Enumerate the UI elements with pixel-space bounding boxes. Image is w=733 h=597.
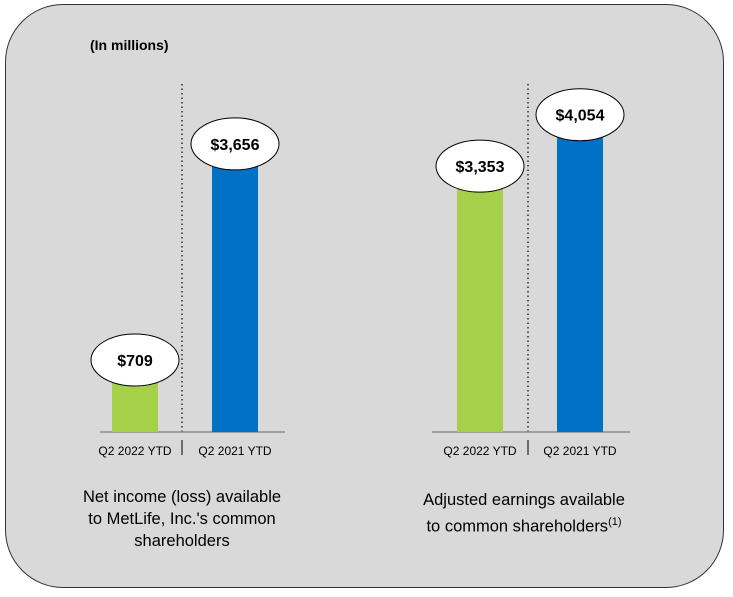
data-label: $709 [117,353,153,370]
data-label: $3,656 [211,137,260,154]
data-label: $4,054 [556,108,605,125]
data-label-bubble [90,333,180,387]
bar-q2-2021-ytd [557,134,603,432]
bar-q2-2022-ytd [457,186,503,432]
data-label-bubble [535,88,625,142]
footnote-marker: (1) [608,516,622,528]
chart-2-caption-text: to common shareholders [426,517,609,536]
chart-2-caption-line-1: Adjusted earnings available [423,491,625,509]
data-label-bubble [435,139,525,193]
chart-1-caption: Net income (loss) available to MetLife, … [52,486,312,552]
chart-1-caption-line-3: shareholders [134,532,230,550]
chart-2-caption: Adjusted earnings available to common sh… [394,489,654,538]
chart-1-caption-line-1: Net income (loss) available [82,488,282,506]
chart-2-caption-line-2: to common shareholders(1) [394,511,654,538]
bar-q2-2022-ytd [112,380,158,432]
chart-1-caption-line-2: to MetLife, Inc.'s common [88,510,276,528]
data-label: $3,353 [456,159,505,176]
x-tick-label: Q2 2022 YTD [98,444,171,458]
x-tick-label: Q2 2021 YTD [198,444,271,458]
x-tick-label: Q2 2021 YTD [543,444,616,458]
unit-label: (In millions) [90,37,169,53]
data-label-bubble [190,117,280,171]
bar-q2-2021-ytd [212,163,258,433]
x-tick-label: Q2 2022 YTD [443,444,516,458]
